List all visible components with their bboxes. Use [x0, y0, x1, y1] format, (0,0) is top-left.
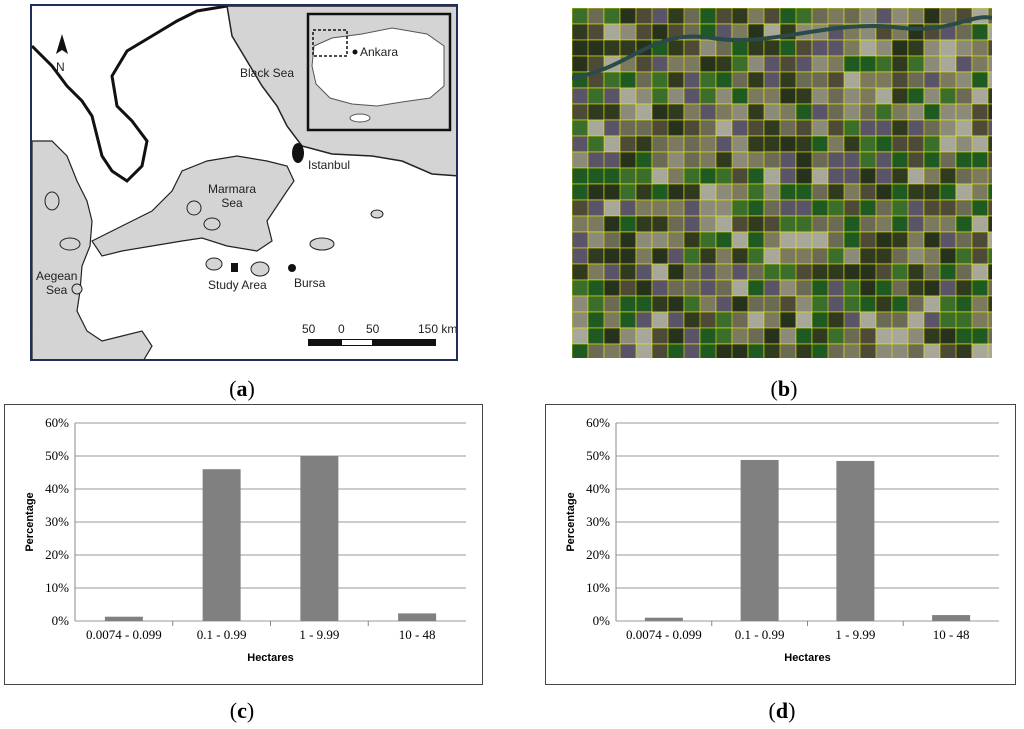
study-area-marker	[231, 263, 238, 272]
chart-c-xtick-label: 0.0074 - 0.099	[86, 627, 162, 642]
chart-d-xtick-label: 0.1 - 0.99	[735, 627, 785, 642]
scale-label-4: 150 km	[418, 322, 458, 336]
caption-b: (b)	[770, 376, 798, 401]
inset-map	[306, 12, 452, 132]
chart-d-xtick-label: 0.0074 - 0.099	[626, 627, 702, 642]
north-label: N	[56, 60, 65, 74]
marmara-sea-label: Marmara Sea	[208, 182, 257, 210]
caption-c: (c)	[229, 698, 255, 723]
border-line	[32, 6, 228, 183]
chart-d-plot: 0% 10% 20% 30% 40% 50% 60% 0.0074 - 0.099 0.1 - …	[565, 415, 999, 664]
chart-d-xtick-label: 1 - 9.99	[835, 627, 875, 642]
chart-d-bar	[836, 460, 875, 621]
scale-label-3: 50	[366, 322, 380, 336]
caption-d: (d)	[768, 698, 796, 723]
study-area-label: Study Area	[208, 278, 267, 292]
chart-d-bar	[740, 459, 779, 621]
chart-d-ytick-label: 0%	[593, 613, 611, 628]
chart-c-bar	[398, 613, 437, 621]
chart-c-bar	[104, 616, 143, 621]
caption-a: (a)	[229, 376, 255, 401]
chart-c-plot: 0% 10% 20% 30% 40% 50% 60% 0.0074 - 0.099 0.1 - …	[24, 415, 466, 664]
chart-d-ytick-label: 30%	[586, 514, 610, 529]
chart-c-xtick-label: 0.1 - 0.99	[197, 627, 247, 642]
chart-d-ytick-label: 60%	[586, 415, 610, 430]
chart-d-xtick-label: 10 - 48	[933, 627, 970, 642]
chart-c-bar	[300, 456, 339, 621]
chart-c-ytick-label: 0%	[52, 613, 70, 628]
chart-d-ytick-label: 40%	[586, 481, 610, 496]
chart-c-ytick-label: 40%	[45, 481, 69, 496]
chart-d-ytick-label: 50%	[586, 448, 610, 463]
chart-c-ytick-label: 10%	[45, 580, 69, 595]
chart-c-ytick-label: 20%	[45, 547, 69, 562]
istanbul-label: Istanbul	[308, 158, 351, 172]
chart-c-y-axis-label: Percentage	[24, 492, 36, 551]
chart-d-bar	[644, 617, 683, 621]
chart-c: 0% 10% 20% 30% 40% 50% 60% 0.0074 - 0.099 0.1 - …	[4, 404, 483, 685]
chart-c-ytick-label: 30%	[45, 514, 69, 529]
chart-d-y-axis-label: Percentage	[565, 492, 577, 551]
ankara-label: Ankara	[360, 45, 399, 59]
chart-c-ytick-label: 50%	[45, 448, 69, 463]
scale-label-2: 0	[338, 322, 345, 336]
black-sea-label: Black Sea	[240, 66, 295, 80]
chart-c-xtick-label: 1 - 9.99	[299, 627, 339, 642]
scale-label-1: 50	[302, 322, 316, 336]
aegean-sea-shape	[32, 140, 153, 359]
chart-d: 0% 10% 20% 30% 40% 50% 60% 0.0074 - 0.099 0.1 - …	[545, 404, 1016, 685]
north-arrow-icon	[56, 34, 68, 54]
aegean-sea-label: Aegean Sea	[36, 269, 78, 297]
chart-d-ytick-label: 10%	[586, 580, 610, 595]
scale-bar	[308, 339, 436, 346]
chart-d-x-axis-label: Hectares	[784, 652, 830, 664]
chart-c-xtick-label: 10 - 48	[399, 627, 436, 642]
bursa-marker	[288, 264, 296, 272]
satellite-image	[572, 8, 992, 358]
istanbul-marker	[292, 143, 304, 163]
chart-c-ytick-label: 60%	[45, 415, 69, 430]
chart-d-ytick-label: 20%	[586, 547, 610, 562]
field-parcels	[572, 8, 992, 358]
bursa-label: Bursa	[294, 276, 326, 290]
map-graphic	[32, 6, 456, 359]
location-map: N Black Sea Istanbul Marmara Sea Aegean …	[30, 4, 458, 361]
chart-c-x-axis-label: Hectares	[247, 652, 293, 664]
chart-d-bar	[932, 615, 971, 621]
chart-c-bar	[202, 469, 241, 621]
